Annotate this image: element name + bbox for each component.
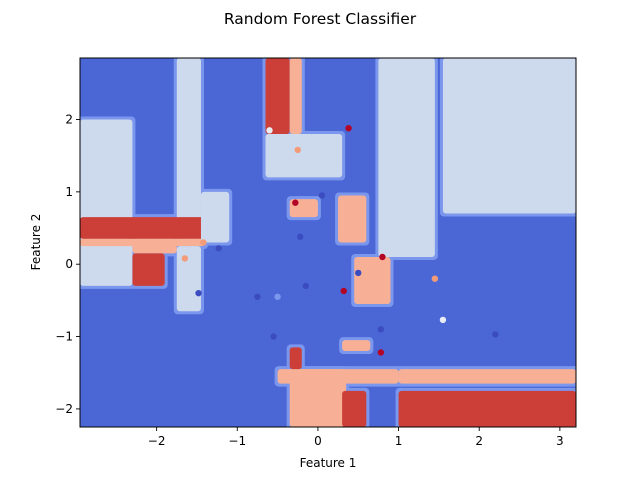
data-point-10 [292, 199, 299, 206]
y-tick-label-2: 0 [65, 257, 73, 271]
region-21 [289, 347, 302, 370]
x-tick-label-2: 0 [314, 434, 322, 448]
data-point-1 [294, 146, 301, 154]
region-18 [398, 369, 576, 384]
x-tick-label-1: −1 [228, 434, 246, 448]
data-point-18 [431, 275, 439, 282]
data-point-6 [195, 289, 202, 297]
region-12 [442, 58, 576, 214]
region-0 [176, 58, 201, 247]
axes-frame [79, 57, 577, 428]
region-8 [265, 58, 290, 134]
region-22 [342, 340, 371, 352]
y-tick-label-0: −2 [55, 402, 73, 416]
y-axis-label: Feature 2 [29, 214, 43, 271]
region-17 [289, 369, 347, 427]
x-tick-label-0: −2 [148, 434, 166, 448]
data-point-15 [379, 253, 386, 261]
data-point-21 [302, 282, 310, 290]
data-point-19 [439, 316, 447, 324]
chart-title: Random Forest Classifier [224, 10, 417, 28]
data-point-14 [355, 269, 362, 277]
region-19 [398, 390, 576, 427]
data-point-13 [340, 287, 347, 295]
y-axis: −2 −1 0 1 2 [55, 113, 80, 416]
x-tick-label-5: 3 [556, 434, 564, 448]
x-axis: −2 −1 0 1 2 3 [148, 427, 564, 448]
region-2 [80, 217, 206, 239]
data-point-3 [215, 245, 222, 252]
region-1 [80, 119, 133, 286]
x-tick-label-4: 2 [475, 434, 483, 448]
regions-layer [80, 58, 576, 427]
data-point-7 [254, 293, 261, 300]
data-point-5 [200, 239, 207, 246]
data-point-17 [377, 349, 385, 356]
data-point-16 [377, 326, 385, 333]
region-15 [354, 256, 391, 304]
region-9 [289, 58, 302, 134]
data-point-2 [345, 124, 352, 132]
points-layer [181, 124, 499, 356]
plot-area [79, 57, 577, 428]
data-point-20 [492, 331, 499, 338]
region-5 [132, 253, 165, 286]
data-point-9 [274, 293, 281, 300]
region-7 [200, 191, 230, 243]
region-11 [378, 58, 435, 257]
region-13 [338, 195, 367, 243]
region-10 [265, 133, 343, 178]
region-20 [342, 390, 367, 427]
data-point-12 [318, 192, 326, 199]
region-6 [176, 246, 201, 312]
data-point-4 [181, 255, 189, 262]
data-point-0 [266, 127, 273, 134]
region-4 [132, 238, 177, 254]
y-tick-label-1: −1 [55, 330, 73, 344]
x-axis-label: Feature 1 [300, 456, 357, 470]
y-tick-label-4: 2 [65, 113, 73, 127]
data-point-11 [296, 233, 304, 240]
data-point-8 [270, 333, 277, 340]
y-tick-label-3: 1 [65, 185, 73, 199]
x-tick-label-3: 1 [395, 434, 403, 448]
